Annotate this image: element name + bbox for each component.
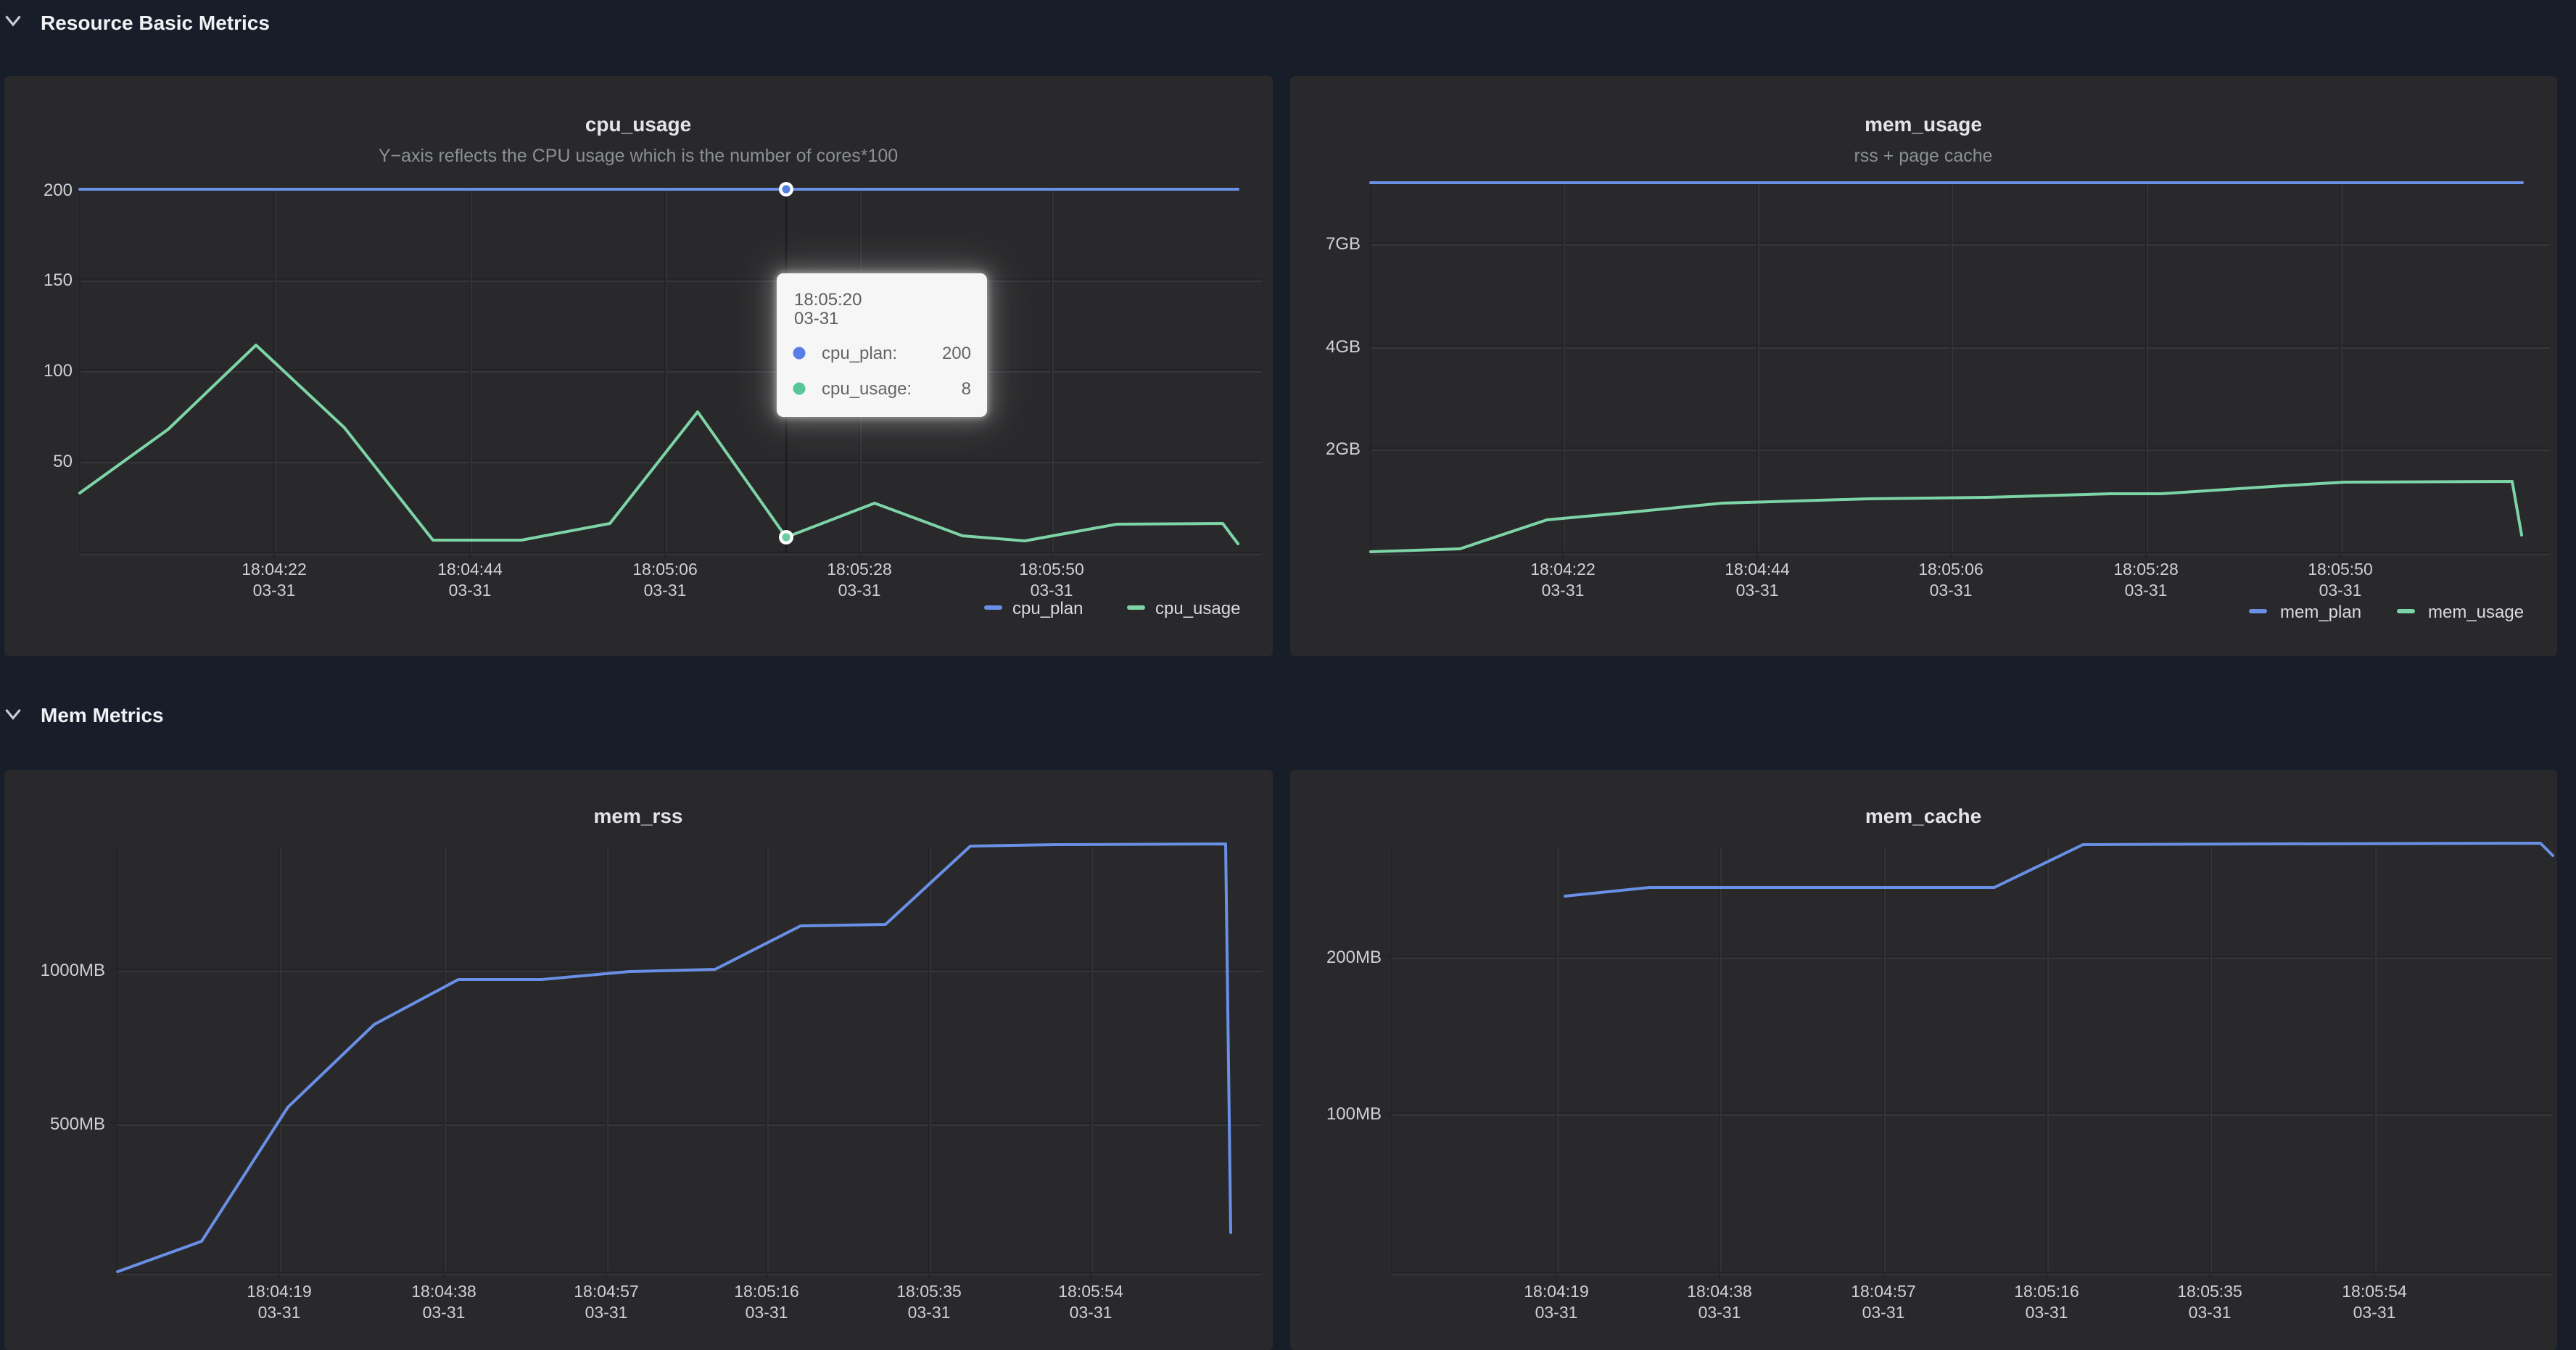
svg-text:2GB: 2GB [1326, 439, 1361, 459]
svg-text:18:05:54: 18:05:54 [1058, 1282, 1123, 1301]
svg-text:18:05:28: 18:05:28 [827, 560, 892, 579]
svg-text:cpu_usage: cpu_usage [1155, 599, 1240, 618]
svg-text:03-31: 03-31 [908, 1303, 951, 1322]
svg-text:03-31: 03-31 [253, 581, 296, 600]
svg-text:03-31: 03-31 [1862, 1303, 1905, 1322]
svg-text:18:05:35: 18:05:35 [2177, 1282, 2242, 1301]
svg-text:mem_plan: mem_plan [2280, 602, 2361, 622]
svg-text:03-31: 03-31 [644, 581, 687, 600]
svg-text:03-31: 03-31 [2189, 1303, 2232, 1322]
svg-text:18:05:50: 18:05:50 [1019, 560, 1084, 579]
svg-text:mem_rss: mem_rss [594, 805, 683, 827]
svg-text:Resource Basic Metrics: Resource Basic Metrics [41, 12, 270, 34]
svg-text:50: 50 [53, 452, 73, 471]
svg-text:03-31: 03-31 [1736, 581, 1779, 600]
svg-text:mem_cache: mem_cache [1865, 805, 1981, 827]
svg-text:18:04:38: 18:04:38 [1687, 1282, 1752, 1301]
svg-text:03-31: 03-31 [1930, 581, 1973, 600]
svg-text:18:04:22: 18:04:22 [1530, 560, 1595, 579]
svg-text:100MB: 100MB [1326, 1104, 1382, 1124]
svg-text:150: 150 [44, 270, 73, 290]
svg-text:18:05:35: 18:05:35 [896, 1282, 962, 1301]
svg-text:18:04:44: 18:04:44 [1725, 560, 1790, 579]
svg-text:03-31: 03-31 [1542, 581, 1585, 600]
svg-text:18:05:06: 18:05:06 [1918, 560, 1983, 579]
svg-text:03-31: 03-31 [1070, 1303, 1112, 1322]
svg-text:18:04:22: 18:04:22 [242, 560, 307, 579]
svg-text:200MB: 200MB [1326, 948, 1382, 967]
svg-text:18:04:19: 18:04:19 [247, 1282, 312, 1301]
svg-text:03-31: 03-31 [838, 581, 881, 600]
svg-text:03-31: 03-31 [1031, 581, 1073, 600]
svg-text:03-31: 03-31 [2319, 581, 2362, 600]
svg-text:cpu_usage: cpu_usage [585, 113, 691, 136]
svg-text:mem_usage: mem_usage [2428, 602, 2524, 622]
svg-text:cpu_plan: cpu_plan [1012, 599, 1083, 618]
svg-text:100: 100 [44, 361, 73, 381]
svg-text:03-31: 03-31 [423, 1303, 466, 1322]
svg-text:7GB: 7GB [1326, 234, 1361, 254]
svg-text:18:05:06: 18:05:06 [632, 560, 698, 579]
svg-text:03-31: 03-31 [1698, 1303, 1741, 1322]
svg-text:Y−axis reflects the CPU usage: Y−axis reflects the CPU usage which is t… [379, 146, 898, 166]
svg-text:18:04:57: 18:04:57 [1851, 1282, 1916, 1301]
svg-text:18:04:57: 18:04:57 [574, 1282, 639, 1301]
svg-text:200: 200 [44, 181, 73, 200]
svg-text:mem_usage: mem_usage [1865, 113, 1982, 136]
svg-text:4GB: 4GB [1326, 337, 1361, 357]
svg-text:1000MB: 1000MB [41, 961, 105, 980]
svg-text:03-31: 03-31 [2026, 1303, 2068, 1322]
svg-text:500MB: 500MB [50, 1114, 105, 1134]
svg-text:18:05:54: 18:05:54 [2342, 1282, 2407, 1301]
svg-text:03-31: 03-31 [449, 581, 492, 600]
svg-text:03-31: 03-31 [2353, 1303, 2396, 1322]
svg-text:18:04:38: 18:04:38 [411, 1282, 476, 1301]
svg-text:18:05:16: 18:05:16 [2014, 1282, 2079, 1301]
svg-text:18:04:44: 18:04:44 [437, 560, 503, 579]
svg-text:18:05:28: 18:05:28 [2113, 560, 2179, 579]
svg-text:Mem Metrics: Mem Metrics [41, 704, 164, 726]
svg-text:03-31: 03-31 [585, 1303, 628, 1322]
svg-text:03-31: 03-31 [2125, 581, 2168, 600]
svg-text:rss + page cache: rss + page cache [1854, 146, 1992, 166]
svg-text:03-31: 03-31 [1535, 1303, 1578, 1322]
svg-text:03-31: 03-31 [258, 1303, 301, 1322]
svg-text:18:05:50: 18:05:50 [2308, 560, 2373, 579]
svg-text:18:05:16: 18:05:16 [734, 1282, 799, 1301]
svg-text:03-31: 03-31 [746, 1303, 788, 1322]
svg-text:18:04:19: 18:04:19 [1524, 1282, 1589, 1301]
